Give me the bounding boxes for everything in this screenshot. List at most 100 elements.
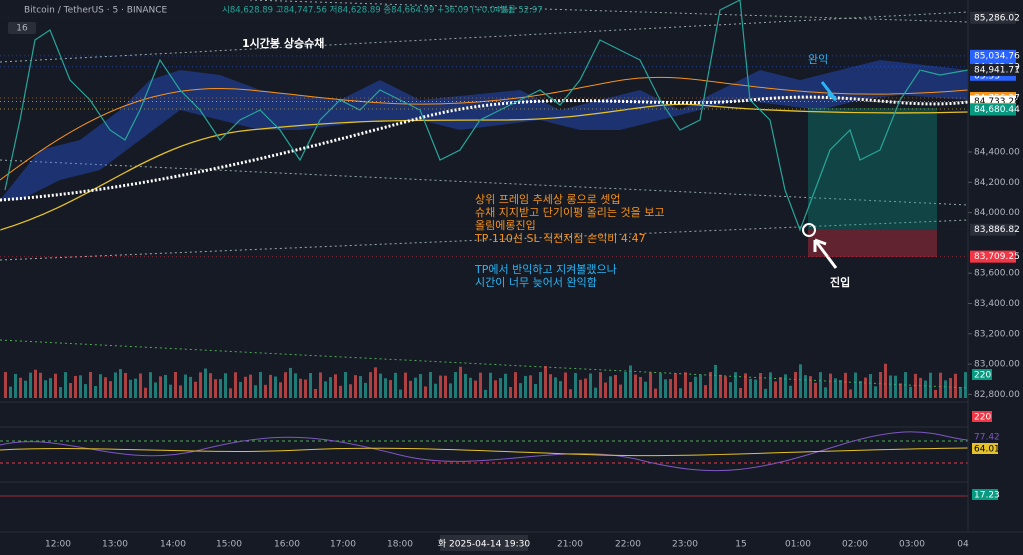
- volume-bar: [659, 373, 662, 398]
- volume-bar: [514, 372, 517, 398]
- volume-bar: [399, 389, 402, 398]
- volume-bar: [879, 372, 882, 398]
- entry-marker: [802, 223, 816, 237]
- volume-bar: [444, 375, 447, 398]
- volume-bar: [254, 385, 257, 398]
- volume-bar: [784, 374, 787, 398]
- volume-bar: [234, 372, 237, 398]
- badge-box[interactable]: [8, 22, 36, 34]
- volume-bar: [439, 375, 442, 398]
- price-badge-label: 84,680.44: [974, 105, 1020, 115]
- volume-bar: [639, 376, 642, 398]
- volume-bar: [509, 387, 512, 398]
- volume-bar: [789, 385, 792, 398]
- volume-bar: [504, 373, 507, 398]
- pane-badge: [972, 411, 992, 422]
- volume-bar: [554, 377, 557, 398]
- volume-bar: [584, 378, 587, 398]
- price-tick-label: 84,200.00: [974, 178, 1020, 188]
- volume-bar: [414, 377, 417, 398]
- volume-bar: [459, 366, 462, 398]
- price-badge-label: 84,733.28: [974, 97, 1020, 107]
- volume-value: 220: [974, 371, 991, 381]
- volume-bar: [324, 381, 327, 398]
- volume-bar: [34, 369, 37, 398]
- setup-note: TP 110선 SL 직전저점 손익비 4:47: [474, 232, 646, 245]
- volume-bar: [354, 375, 357, 398]
- volume-bar: [454, 372, 457, 398]
- volume-bar: [394, 372, 397, 398]
- setup-note: 올림에롱진입: [475, 219, 536, 232]
- volume-bar: [294, 373, 297, 398]
- volume-bar: [664, 379, 667, 398]
- volume-bar: [124, 372, 127, 398]
- price-badge: [970, 11, 1016, 24]
- volume-bar: [629, 365, 632, 398]
- loss-zone: [808, 230, 937, 257]
- volume-bar: [314, 388, 317, 398]
- volume-bar: [869, 374, 872, 398]
- price-badge: [970, 49, 1016, 62]
- volume-bar: [229, 388, 232, 398]
- time-label: 04: [957, 540, 969, 550]
- volume-bar: [144, 387, 147, 398]
- profit-zone: [808, 108, 937, 230]
- volume-bar: [44, 380, 47, 398]
- volume-bar: [834, 378, 837, 398]
- volume-bar: [539, 372, 542, 398]
- volume-bar: [819, 372, 822, 398]
- volume-bar: [59, 387, 62, 398]
- volume-bar: [604, 382, 607, 398]
- volume-bar: [349, 384, 352, 398]
- volume-bar: [909, 386, 912, 398]
- volume-bar: [244, 376, 247, 398]
- volume-bar: [64, 372, 67, 398]
- volume-bar: [689, 381, 692, 398]
- volume-bar: [624, 372, 627, 398]
- volume-bar: [174, 372, 177, 398]
- volume-bar: [424, 386, 427, 398]
- volume-bars: [4, 363, 967, 398]
- volume-bar: [384, 378, 387, 398]
- volume-bar: [844, 372, 847, 398]
- result-note: TP에서 반익하고 지켜볼랬으나: [474, 262, 617, 276]
- volume-bar: [334, 374, 337, 398]
- price-badge-label: 83,886.82: [974, 225, 1020, 235]
- time-label: 23:00: [672, 540, 698, 550]
- volume-bar: [484, 389, 487, 398]
- price-badge-label: 83,709.25: [974, 252, 1020, 262]
- time-cursor-box: [440, 535, 528, 551]
- volume-bar: [754, 379, 757, 398]
- volume-bar: [724, 376, 727, 398]
- volume-bar: [299, 378, 302, 398]
- exit-arrow: [820, 81, 838, 102]
- volume-bar: [129, 379, 132, 398]
- volume-readout: 볼륨 52.97: [500, 5, 543, 16]
- volume-bar: [89, 372, 92, 398]
- volume-bar: [829, 373, 832, 398]
- volume-bar: [219, 379, 222, 398]
- volume-bar: [319, 372, 322, 398]
- price-badge: [970, 103, 1016, 116]
- volume-bar: [759, 373, 762, 398]
- volume-bar: [109, 381, 112, 398]
- volume-bar: [494, 380, 497, 398]
- volume-bar: [184, 374, 187, 398]
- volume-bar: [894, 375, 897, 398]
- volume-bar: [49, 378, 52, 398]
- volume-bar: [794, 372, 797, 398]
- price-tick-label: 83,600.00: [974, 269, 1020, 279]
- badge[interactable]: 16: [16, 24, 28, 34]
- volume-bar: [284, 372, 287, 398]
- volume-bar: [169, 384, 172, 398]
- volume-bar: [529, 375, 532, 398]
- volume-bar: [524, 375, 527, 398]
- volume-bar: [684, 372, 687, 398]
- price-badge-label: 84,941.71: [974, 65, 1020, 75]
- volume-bar: [674, 373, 677, 398]
- volume-bar: [704, 385, 707, 398]
- volume-bar: [769, 372, 772, 398]
- volume-bar: [364, 382, 367, 398]
- volume-bar: [404, 372, 407, 398]
